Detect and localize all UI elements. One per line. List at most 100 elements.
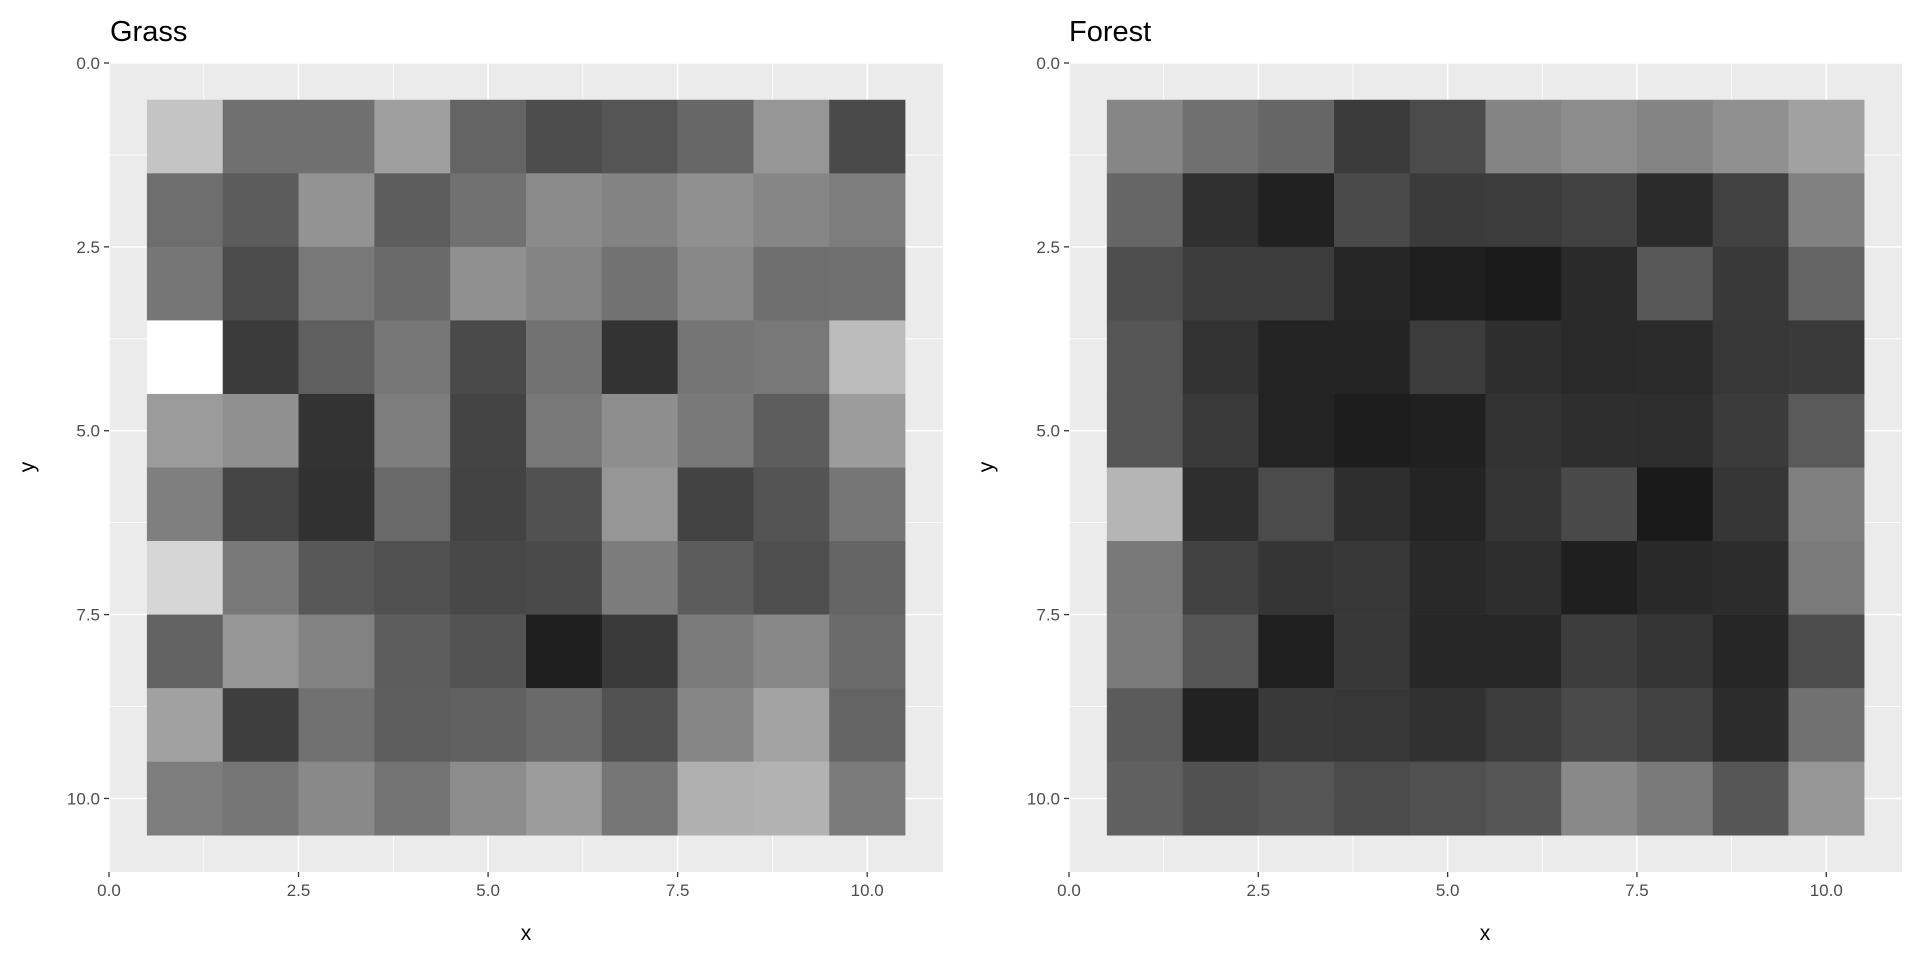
heatmap-tile [374,688,451,762]
heatmap-tile [1182,761,1259,836]
heatmap-tile [1561,688,1638,762]
heatmap-tile [298,688,375,762]
heatmap-tile [1636,761,1713,836]
heatmap-tile [1334,320,1411,395]
heatmap-tile [1561,541,1638,615]
x-tick-label: 5.0 [476,881,500,900]
heatmap-tile [1334,173,1411,248]
heatmap-tile [450,393,527,468]
heatmap-tile [450,614,527,689]
heatmap-tile [1409,320,1486,395]
heatmap-tile [1788,614,1865,689]
heatmap-tile [222,99,299,174]
x-tick-label: 0.0 [1057,881,1081,900]
x-tick-label: 7.5 [666,881,690,900]
heatmap-tile [222,541,299,615]
panel-title-forest: Forest [1069,16,1151,48]
x-axis-title-forest: x [1480,922,1491,945]
heatmap-tile [1561,99,1638,174]
heatmap-tile [1636,688,1713,762]
heatmap-tile [1334,614,1411,689]
heatmap-tile [1712,246,1789,321]
heatmap-tile [1636,393,1713,468]
heatmap-tile [450,246,527,321]
heatmap-tile [1485,688,1562,762]
heatmap-tile [1561,614,1638,689]
heatmap-tile [829,467,906,542]
heatmap-tile [677,761,754,836]
heatmap-tile [677,99,754,174]
heatmap-tile [1788,320,1865,395]
heatmap-tile [146,688,224,762]
heatmap-tile [526,246,603,321]
heatmap-tile [526,688,603,762]
heatmap-tile [829,614,906,689]
heatmap-tile [450,173,527,248]
heatmap-tile [526,541,603,615]
heatmap-tile [1409,614,1486,689]
y-tick-label: 10.0 [67,789,100,808]
forest-panel: 0.0 0.0 2.5 2.5 5.0 5.0 7.5 7.5 10.0 10.0 Forest x y [975,16,1902,945]
heatmap-tile [1182,99,1259,174]
heatmap-tile [1712,320,1789,395]
x-tick-label: 0.0 [97,881,121,900]
heatmap-tile [1182,614,1259,689]
heatmap-tile [298,99,375,174]
heatmap-tile [298,541,375,615]
heatmap-tile [1485,614,1562,689]
heatmap-tile [1485,541,1562,615]
heatmap-tile [677,173,754,248]
heatmap-tile [222,246,299,321]
heatmap-tile [146,393,224,468]
heatmap-tile [1636,173,1713,248]
y-tick-label: 0.0 [76,54,100,73]
heatmap-tile [1636,467,1713,542]
y-tick-label: 10.0 [1027,789,1060,808]
heatmap-tile [601,99,678,174]
x-tick-label: 10.0 [1810,881,1843,900]
heatmap-tile [1636,246,1713,321]
heatmap-tile [450,320,527,395]
x-tick-label: 7.5 [1625,881,1649,900]
heatmap-tile [753,320,830,395]
heatmap-tile [1409,393,1486,468]
heatmap-tile [829,173,906,248]
heatmap-tile [374,761,451,836]
heatmap-tile [1712,761,1789,836]
heatmap-tile [753,246,830,321]
heatmap-tile [1334,99,1411,174]
heatmap-tile [1561,320,1638,395]
heatmap-tile [1485,320,1562,395]
heatmap-tile [146,467,224,542]
x-tick-label: 10.0 [851,881,884,900]
heatmap-tile [753,541,830,615]
heatmap-tile [1258,320,1335,395]
heatmap-tile [1636,614,1713,689]
heatmap-tile [298,614,375,689]
heatmap-tile [526,761,603,836]
heatmap-tile [1182,467,1259,542]
heatmap-tile [298,467,375,542]
heatmap-tile [1334,246,1411,321]
heatmap-tile [677,688,754,762]
heatmap-tile [374,467,451,542]
heatmap-tile [526,173,603,248]
heatmap-tile [526,393,603,468]
heatmap-tile [601,173,678,248]
heatmap-tile [601,761,678,836]
heatmap-tile [1258,614,1335,689]
heatmap-tile [374,320,451,395]
heatmap-tile [374,246,451,321]
heatmap-tile [146,761,224,836]
heatmap-tile [1561,393,1638,468]
heatmap-tile [829,761,906,836]
heatmap-tile [1712,614,1789,689]
heatmap-tile [374,614,451,689]
heatmap-tile [1258,688,1335,762]
heatmap-tile [374,173,451,248]
heatmap-tile [222,393,299,468]
heatmap-tile [829,99,906,174]
heatmap-tile [753,99,830,174]
heatmap-tile [1788,173,1865,248]
heatmap-tile [753,688,830,762]
